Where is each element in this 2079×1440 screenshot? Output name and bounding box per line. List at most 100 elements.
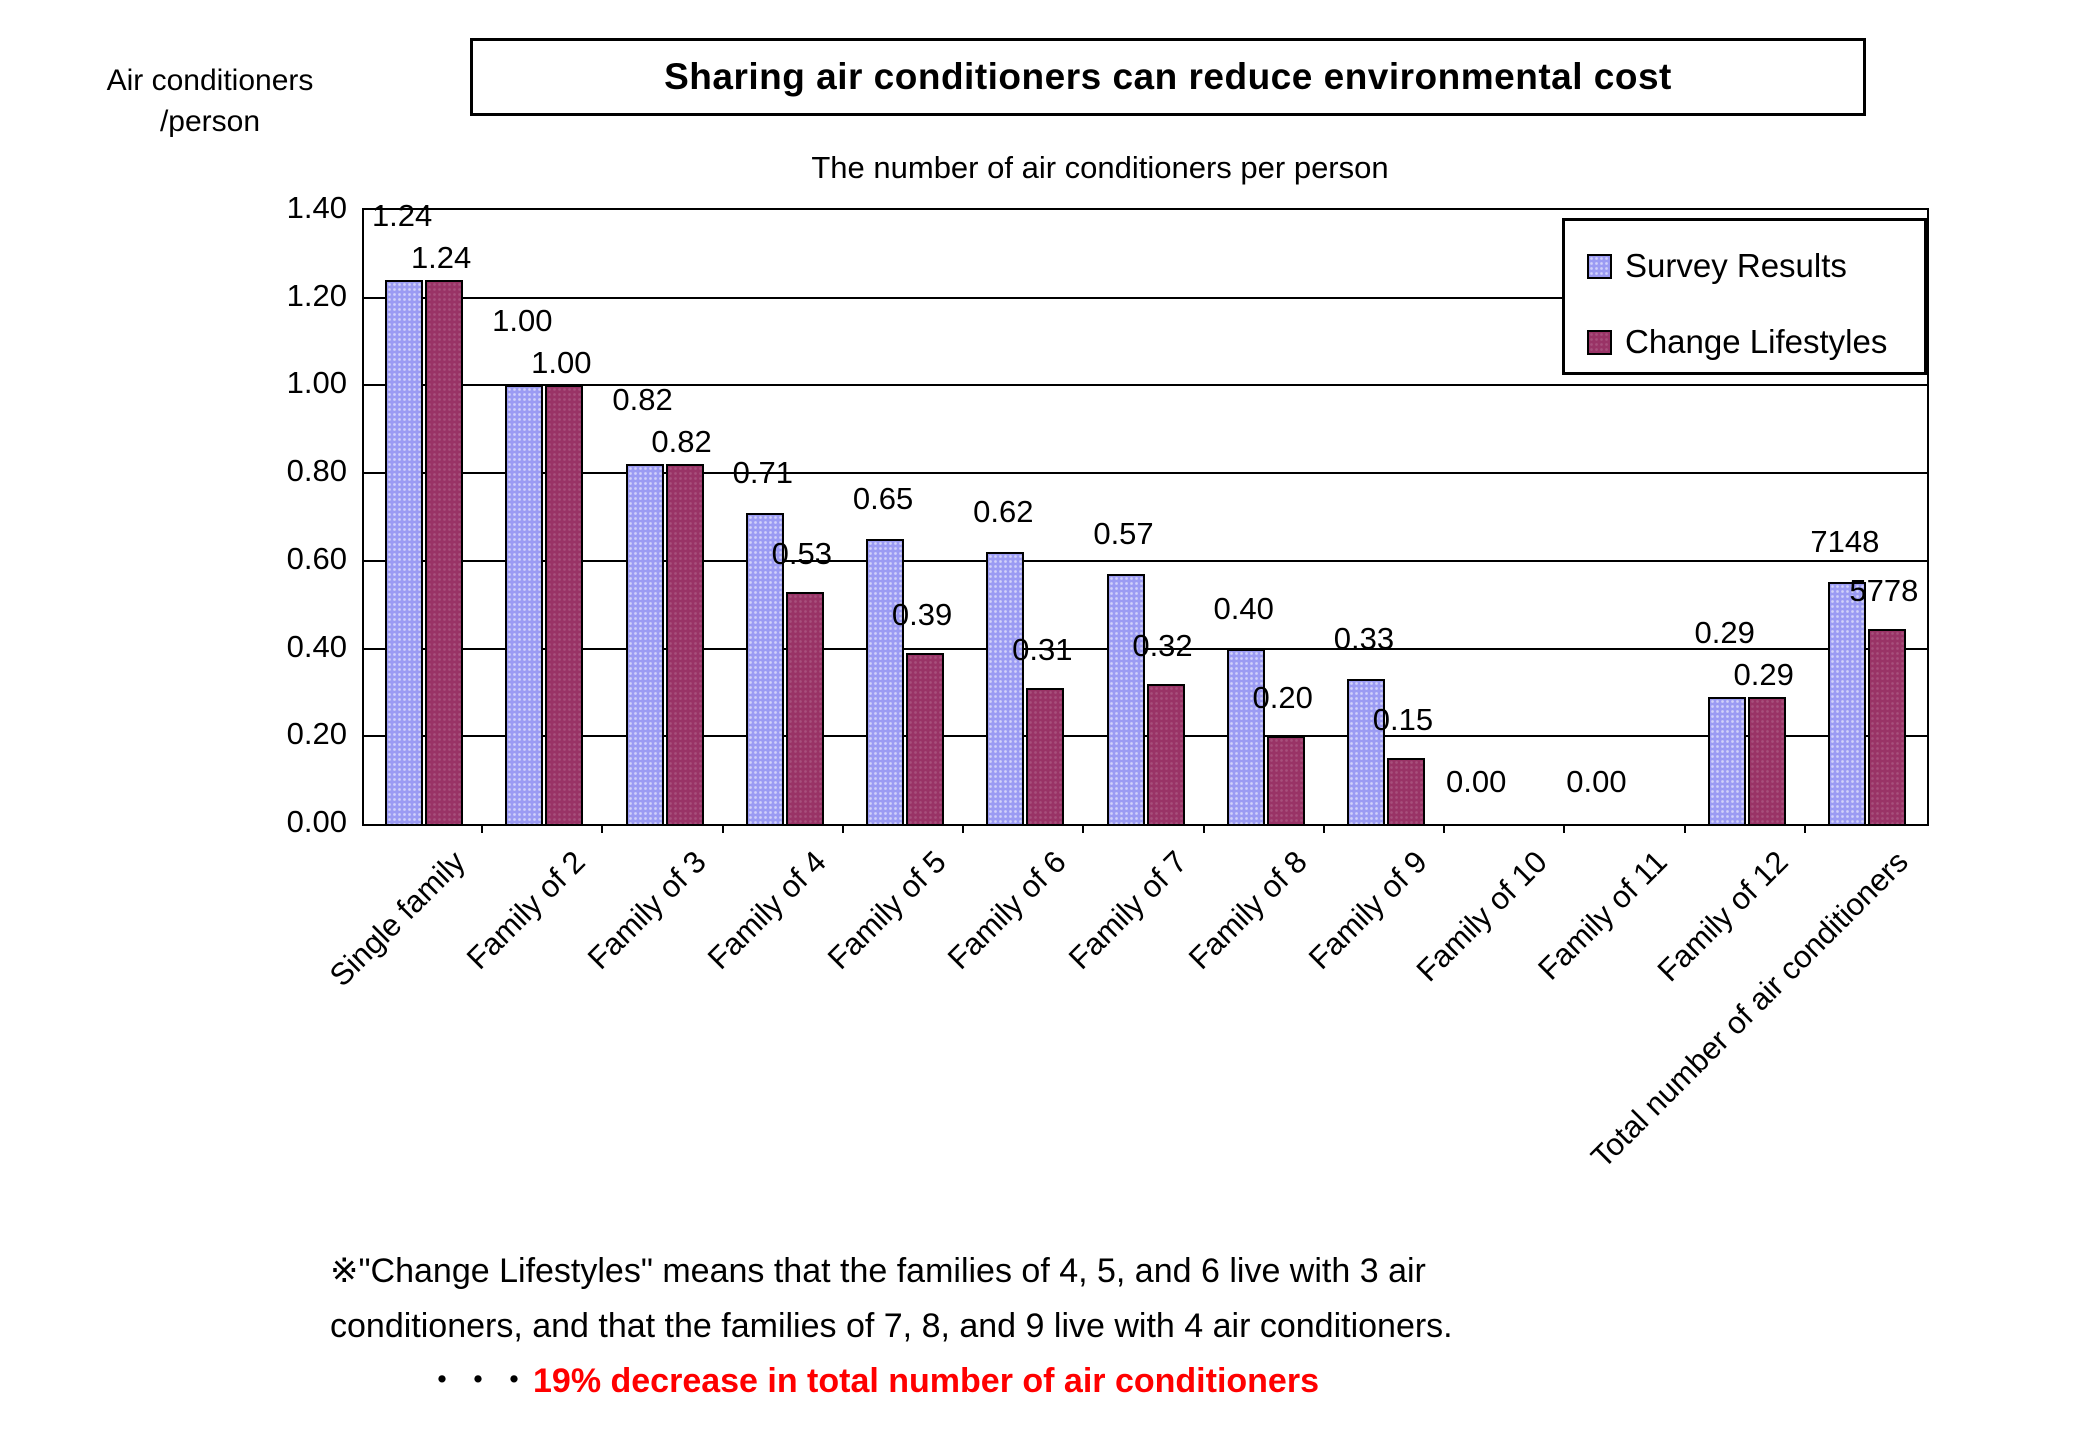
data-label-survey-family-of-5: 0.65 bbox=[852, 480, 914, 516]
x-axis-label-family-of-4: Family of 4 bbox=[700, 844, 833, 976]
data-label-survey-family-of-10: 0.00 bbox=[1446, 764, 1507, 799]
x-axis-label-family-of-8: Family of 8 bbox=[1181, 844, 1314, 976]
footnote: ※"Change Lifestyles" means that the fami… bbox=[330, 1244, 1453, 1409]
x-axis-label-family-of-3: Family of 3 bbox=[580, 844, 713, 976]
legend-label-survey: Survey Results bbox=[1625, 247, 1847, 284]
bar-survey-family-of-5 bbox=[866, 538, 905, 824]
x-tick-mark-4 bbox=[841, 824, 844, 833]
data-label-survey-family-of-12: 0.29 bbox=[1694, 614, 1755, 650]
x-axis-label-family-of-6: Family of 6 bbox=[941, 844, 1074, 976]
x-tick-mark-12 bbox=[1803, 824, 1806, 833]
data-label-change-family-of-4: 0.53 bbox=[771, 535, 832, 571]
y-tick-label-0.80: 0.80 bbox=[286, 453, 347, 489]
data-label-change-single-family: 1.24 bbox=[410, 240, 472, 276]
x-axis-label-single-family: Single family bbox=[322, 844, 472, 994]
bar-survey-family-of-8 bbox=[1226, 648, 1265, 824]
x-tick-mark-7 bbox=[1202, 824, 1205, 833]
data-label-change-total-number-of-air-conditioners: 5778 bbox=[1849, 572, 1919, 608]
legend-item-survey: Survey Results bbox=[1587, 247, 1847, 285]
data-label-survey-family-of-8: 0.40 bbox=[1213, 590, 1274, 626]
chart-title-box: Sharing air conditioners can reduce envi… bbox=[470, 38, 1866, 116]
gridline-0.40 bbox=[364, 647, 1927, 650]
bar-survey-family-of-9 bbox=[1346, 679, 1385, 824]
data-label-survey-family-of-6: 0.62 bbox=[973, 494, 1034, 530]
gridline-0.80 bbox=[364, 472, 1927, 475]
x-axis-label-family-of-2: Family of 2 bbox=[460, 844, 593, 976]
bar-survey-family-of-3 bbox=[625, 464, 664, 824]
bar-change-family-of-4 bbox=[785, 591, 824, 824]
data-label-change-family-of-8: 0.20 bbox=[1252, 680, 1313, 716]
y-tick-label-1.20: 1.20 bbox=[286, 277, 347, 313]
x-tick-mark-9 bbox=[1443, 824, 1446, 833]
data-label-change-family-of-2: 1.00 bbox=[531, 345, 592, 381]
gridline-0.20 bbox=[364, 735, 1927, 738]
bar-change-total-number-of-air-conditioners bbox=[1867, 628, 1906, 824]
x-tick-mark-6 bbox=[1082, 824, 1085, 833]
data-label-survey-family-of-11: 0.00 bbox=[1566, 764, 1627, 799]
bar-survey-total-number-of-air-conditioners bbox=[1827, 581, 1866, 824]
y-tick-label-0.40: 0.40 bbox=[286, 628, 347, 664]
bar-change-single-family bbox=[425, 280, 464, 824]
gridline-0.60 bbox=[364, 559, 1927, 562]
chart-title: Sharing air conditioners can reduce envi… bbox=[664, 56, 1672, 97]
x-tick-mark-1 bbox=[481, 824, 484, 833]
bar-change-family-of-12 bbox=[1747, 696, 1786, 824]
bar-change-family-of-2 bbox=[545, 385, 584, 824]
data-label-survey-total-number-of-air-conditioners: 7148 bbox=[1810, 523, 1880, 559]
legend-swatch-change-icon bbox=[1587, 329, 1612, 355]
data-label-change-family-of-7: 0.32 bbox=[1132, 627, 1193, 663]
data-label-change-family-of-3: 0.82 bbox=[651, 424, 712, 460]
data-label-survey-family-of-2: 1.00 bbox=[492, 303, 553, 339]
y-tick-label-0.20: 0.20 bbox=[286, 716, 347, 752]
x-axis-label-family-of-5: Family of 5 bbox=[820, 844, 953, 976]
legend-swatch-survey-icon bbox=[1587, 253, 1612, 279]
x-tick-mark-10 bbox=[1563, 824, 1566, 833]
x-tick-mark-8 bbox=[1322, 824, 1325, 833]
data-label-change-family-of-12: 0.29 bbox=[1733, 656, 1794, 692]
gridline-1.20 bbox=[364, 296, 1927, 299]
footnote-line3: ・・・19% decrease in total number of air c… bbox=[330, 1354, 1453, 1409]
x-tick-mark-2 bbox=[601, 824, 604, 833]
bar-change-family-of-3 bbox=[665, 464, 704, 824]
y-tick-label-0.00: 0.00 bbox=[286, 804, 347, 839]
bar-survey-single-family bbox=[385, 280, 424, 824]
bar-change-family-of-8 bbox=[1266, 736, 1305, 824]
bar-survey-family-of-7 bbox=[1106, 574, 1145, 824]
data-label-survey-family-of-3: 0.82 bbox=[612, 382, 673, 418]
y-tick-label-0.60: 0.60 bbox=[286, 540, 347, 576]
gridline-1.00 bbox=[364, 384, 1927, 387]
y-axis-title-line2: /person bbox=[159, 105, 261, 138]
bar-survey-family-of-6 bbox=[986, 552, 1025, 824]
data-label-survey-family-of-7: 0.57 bbox=[1093, 516, 1154, 551]
y-axis-title: Air conditioners /person bbox=[80, 60, 340, 142]
data-label-survey-family-of-9: 0.33 bbox=[1333, 621, 1395, 657]
bar-change-family-of-9 bbox=[1386, 758, 1425, 824]
bar-change-family-of-6 bbox=[1026, 688, 1065, 824]
data-label-change-family-of-6: 0.31 bbox=[1012, 632, 1073, 668]
bar-survey-family-of-12 bbox=[1707, 696, 1746, 824]
legend: Survey Results Change Lifestyles bbox=[1562, 218, 1927, 375]
legend-label-change: Change Lifestyles bbox=[1625, 323, 1888, 360]
x-tick-mark-11 bbox=[1683, 824, 1686, 833]
data-label-survey-family-of-4: 0.71 bbox=[732, 454, 793, 490]
footnote-line2: conditioners, and that the families of 7… bbox=[330, 1307, 1453, 1345]
y-tick-label-1.00: 1.00 bbox=[286, 365, 347, 401]
y-tick-label-1.40: 1.40 bbox=[286, 190, 347, 225]
footnote-line1: ※"Change Lifestyles" means that the fami… bbox=[330, 1252, 1426, 1290]
bar-change-family-of-7 bbox=[1146, 683, 1185, 824]
chart-subtitle: The number of air conditioners per perso… bbox=[811, 150, 1389, 185]
bar-survey-family-of-4 bbox=[745, 512, 784, 824]
y-axis-title-line1: Air conditioners bbox=[106, 64, 314, 97]
x-tick-mark-5 bbox=[962, 824, 965, 833]
data-label-change-family-of-9: 0.15 bbox=[1372, 702, 1434, 738]
x-tick-mark-3 bbox=[721, 824, 724, 833]
data-label-change-family-of-5: 0.39 bbox=[891, 596, 953, 632]
data-label-survey-single-family: 1.24 bbox=[371, 198, 433, 234]
legend-item-change: Change Lifestyles bbox=[1587, 323, 1887, 361]
footnote-highlight: 19% decrease in total number of air cond… bbox=[533, 1362, 1319, 1400]
bar-change-family-of-5 bbox=[906, 652, 945, 824]
footnote-ellipsis: ・・・ bbox=[425, 1362, 533, 1400]
x-axis-label-family-of-7: Family of 7 bbox=[1061, 844, 1194, 976]
bar-survey-family-of-2 bbox=[505, 385, 544, 824]
